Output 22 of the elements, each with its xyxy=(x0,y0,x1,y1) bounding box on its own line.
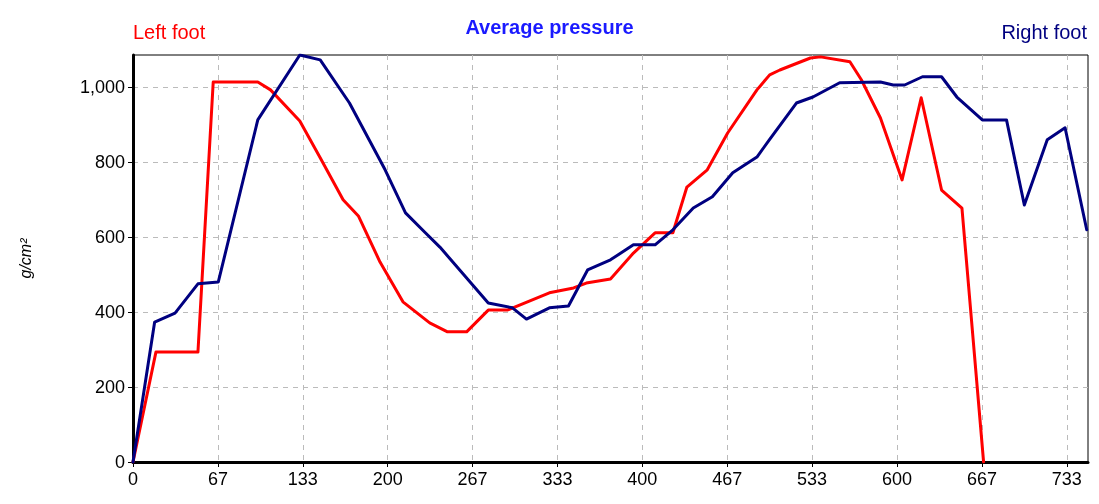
series-label: Left foot xyxy=(133,21,206,43)
x-tick-label: 467 xyxy=(712,469,743,489)
x-tick-label: 67 xyxy=(207,469,228,489)
x-tick-label: 667 xyxy=(966,469,997,489)
y-tick-label: 400 xyxy=(94,301,125,322)
x-tick-label: 200 xyxy=(372,469,403,489)
x-tick-label: 733 xyxy=(1051,469,1082,489)
x-tick-label: 400 xyxy=(627,469,658,489)
y-tick-label: 200 xyxy=(94,376,125,397)
y-tick-label: 1,000 xyxy=(79,76,125,97)
x-tick-label: 133 xyxy=(287,469,318,489)
y-axis-title: g/cm² xyxy=(16,237,34,279)
x-tick-label: 333 xyxy=(542,469,573,489)
y-tick-label: 600 xyxy=(94,226,125,247)
x-tick-label: 533 xyxy=(797,469,828,489)
text: Right foot xyxy=(1001,21,1088,43)
x-tick-label: 0 xyxy=(127,469,139,489)
x-tick-label: 267 xyxy=(457,469,488,489)
x-tick-label: 600 xyxy=(881,469,913,489)
y-tick-label: 0 xyxy=(114,452,125,472)
chart-title: Average pressure xyxy=(465,16,634,38)
y-tick-label: 800 xyxy=(94,151,125,172)
